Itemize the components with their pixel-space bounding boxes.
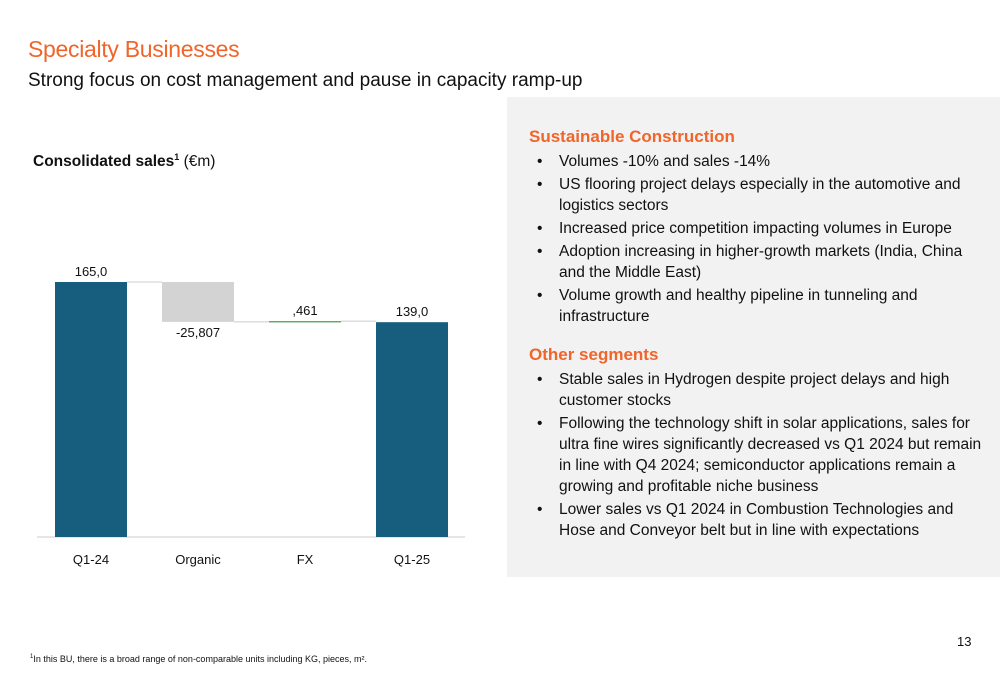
section: Other segments Stable sales in Hydrogen d… [507, 345, 1000, 541]
superscript: 1 [174, 152, 180, 162]
bullet: Adoption increasing in higher-growth mar… [537, 241, 984, 283]
bullet: Increased price competition impacting vo… [537, 218, 984, 239]
bar [269, 321, 341, 323]
value-label: 139,0 [396, 304, 429, 319]
unit: (€m) [183, 153, 216, 171]
bullet: Lower sales vs Q1 2024 in Combustion Tec… [537, 499, 984, 541]
value-label: 165,0 [75, 264, 108, 279]
bullet-list: Stable sales in Hydrogen despite project… [507, 369, 1000, 541]
section-heading: Sustainable Construction [529, 127, 735, 146]
title: Specialty Businesses [28, 36, 240, 62]
panel: Sustainable Construction Volumes -10% and… [507, 97, 1000, 577]
section: Sustainable Construction Volumes -10% and… [507, 127, 1000, 327]
bullet: Stable sales in Hydrogen despite project… [537, 369, 984, 411]
bar [162, 282, 234, 322]
bar [376, 322, 448, 537]
bar [55, 282, 127, 537]
bullet: US flooring project delays especially in… [537, 174, 984, 216]
subtitle: Strong focus on cost management and paus… [28, 70, 583, 91]
chart-title-text: Consolidated sales [33, 153, 175, 171]
value-label: ,461 [292, 303, 317, 318]
bullet: Volumes -10% and sales -14% [537, 151, 984, 172]
page-number: 13 [957, 634, 972, 649]
bullet: Following the technology shift in solar … [537, 413, 984, 497]
bullet-list: Volumes -10% and sales -14%US flooring p… [507, 151, 1000, 327]
x-tick-label: Organic [175, 552, 221, 567]
footnote-text: In this BU, there is a broad range of no… [33, 654, 368, 664]
x-tick-label: Q1-25 [394, 552, 430, 567]
footnote-mark: 1 [30, 654, 34, 660]
x-tick-label: FX [297, 552, 314, 567]
x-tick-label: Q1-24 [73, 552, 109, 567]
value-label: -25,807 [176, 325, 220, 340]
bullet: Volume growth and healthy pipeline in tu… [537, 285, 984, 327]
footnote: 1In this BU, there is a broad range of n… [30, 654, 367, 664]
chart: 165,0 Q1-24 -25,807 Organic ,461 FX 139,0 Q1-25 [37, 264, 465, 567]
chart-title: Consolidated sales1 (€m) [33, 152, 215, 171]
section-heading: Other segments [529, 345, 659, 364]
sections: Sustainable Construction Volumes -10% and… [507, 97, 1000, 541]
